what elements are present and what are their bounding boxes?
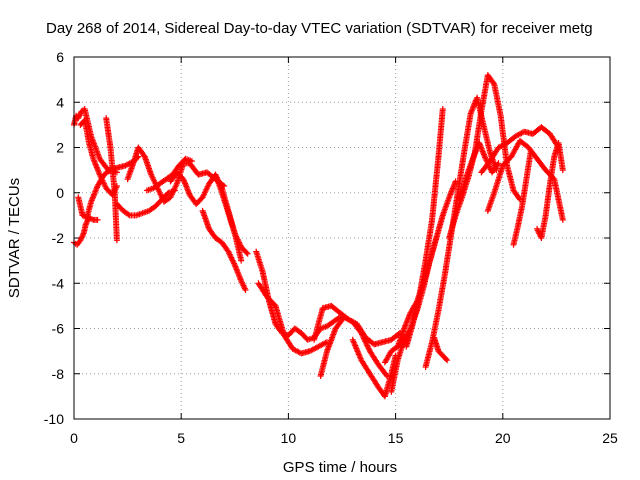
x-tick-label: 5 xyxy=(177,430,185,446)
series-arc25 xyxy=(484,137,566,223)
plot-frame xyxy=(73,56,611,420)
data-point xyxy=(494,161,501,168)
data-point xyxy=(125,211,132,218)
data-point xyxy=(77,111,84,117)
y-tick-label: 0 xyxy=(56,185,64,201)
data-point xyxy=(559,216,566,223)
series-arc16 xyxy=(349,336,399,400)
data-point xyxy=(75,113,82,120)
y-tick-label: -6 xyxy=(52,321,65,337)
series-arc6 xyxy=(113,187,178,219)
series-arc21 xyxy=(431,334,451,364)
data-point xyxy=(433,235,440,241)
data-marks xyxy=(71,72,566,400)
series-arc10 xyxy=(199,207,249,293)
chart-title: Day 268 of 2014, Sidereal Day-to-day VTE… xyxy=(46,20,593,37)
data-point xyxy=(242,287,249,293)
data-point xyxy=(444,357,451,364)
y-axis-title: SDTVAR / TECUs xyxy=(6,178,23,298)
series-arc2 xyxy=(71,214,101,248)
x-tick-label: 25 xyxy=(602,430,618,446)
data-point xyxy=(94,216,101,223)
series-arc12 xyxy=(253,248,343,343)
data-point xyxy=(443,356,449,362)
data-point xyxy=(78,234,85,241)
data-point xyxy=(559,167,566,174)
y-tick-label: 4 xyxy=(56,94,64,110)
data-point xyxy=(490,79,497,86)
data-point xyxy=(495,160,502,167)
data-point xyxy=(243,249,250,256)
series-arc13 xyxy=(255,280,330,357)
series-arc4 xyxy=(77,117,120,198)
x-tick-label: 20 xyxy=(495,430,511,446)
y-tick-label: -4 xyxy=(52,275,65,291)
series-arc19 xyxy=(403,106,446,350)
x-tick-label: 10 xyxy=(281,430,297,446)
series-arc27 xyxy=(534,140,566,241)
series-arc23 xyxy=(456,140,502,203)
tick-labels: -10 -8 -6 -4 -2 0 2 4 6 0 5 10 15 20 25 xyxy=(44,49,618,446)
x-tick-label: 15 xyxy=(388,430,404,446)
y-tick-label: 2 xyxy=(56,140,64,156)
series-arc26 xyxy=(510,149,534,248)
y-tick-label: -8 xyxy=(52,366,65,382)
y-tick-label: -2 xyxy=(52,230,65,246)
data-point xyxy=(238,257,245,264)
data-point xyxy=(244,250,251,257)
x-tick-label: 0 xyxy=(70,430,78,446)
y-tick-label: -10 xyxy=(44,411,64,427)
data-point xyxy=(439,106,446,112)
x-axis-title: GPS time / hours xyxy=(283,459,397,476)
series-arc5 xyxy=(103,115,120,244)
series-arc20 xyxy=(422,94,500,370)
series-arc24 xyxy=(478,124,562,176)
data-point xyxy=(527,149,534,155)
grid xyxy=(74,57,610,419)
data-point xyxy=(113,169,120,176)
y-tick-label: 6 xyxy=(56,49,64,65)
series-arc11 xyxy=(212,171,251,257)
series-arc15 xyxy=(317,314,390,379)
data-point xyxy=(188,158,195,165)
data-point xyxy=(113,237,120,244)
